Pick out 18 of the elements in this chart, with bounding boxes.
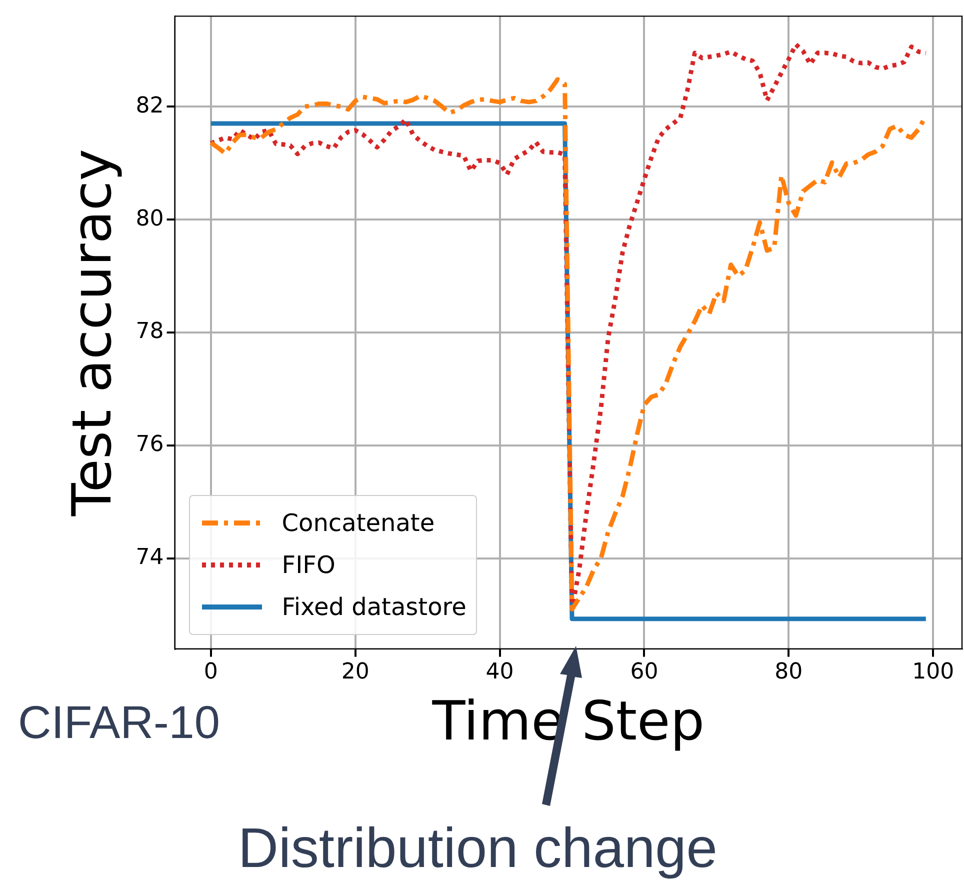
y-tick-label: 80: [136, 206, 164, 232]
x-tick-label: 40: [486, 660, 514, 685]
x-tick-label: 0: [204, 660, 218, 685]
y-tick-label: 78: [136, 319, 164, 344]
x-tick-label: 20: [341, 660, 370, 685]
x-tick-label: 60: [630, 660, 658, 685]
y-tick-label: 82: [136, 93, 164, 118]
y-tick-label: 74: [136, 545, 164, 570]
legend-label: Concatenate: [282, 508, 435, 537]
y-axis-title: Test accuracy: [60, 148, 124, 518]
x-axis-title: Time Step: [431, 690, 705, 753]
legend-label: FIFO: [282, 550, 336, 579]
text: Distribution change: [238, 815, 718, 880]
x-tick-label: 100: [912, 660, 954, 685]
legend-label: Fixed datastore: [282, 592, 466, 621]
x-tick-label: 80: [774, 660, 803, 685]
text: CIFAR-10: [18, 695, 220, 749]
y-tick-label: 76: [136, 432, 164, 458]
